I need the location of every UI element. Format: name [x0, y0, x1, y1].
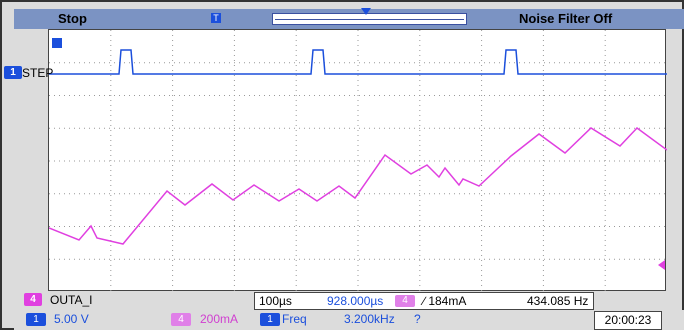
freq-value: 3.200kHz [344, 312, 395, 326]
ref-marker-icon [52, 38, 62, 48]
trigger-frequency: 434.085 Hz [527, 294, 589, 308]
trigger-position-line [275, 19, 464, 20]
acquisition-status[interactable]: Stop [58, 11, 87, 26]
trigger-position-marker-icon [361, 8, 371, 15]
ch1-indicator[interactable]: 1 [4, 66, 22, 79]
ch4-outa-waveform [49, 127, 667, 245]
freq-label: Freq [282, 312, 307, 326]
graticule-svg [49, 30, 667, 292]
ch1-step-waveform [49, 49, 667, 75]
timebase-value: 100µs [259, 294, 292, 308]
horizontal-delay: 928.000µs [327, 294, 384, 308]
ch4-scale: 200mA [200, 312, 239, 326]
frequency-measurement[interactable]: 1 Freq 3.200kHz ? [254, 310, 594, 330]
trigger-level: ∕ 184mA [423, 294, 467, 308]
clock-readout: 20:00:23 [594, 311, 662, 330]
ch1-waveform-label: STEP [22, 66, 54, 80]
ch1-scale: 5.00 V [54, 312, 89, 326]
ch4-scale-badge[interactable]: 4 [171, 313, 191, 326]
trigger-position-icon: T [211, 13, 221, 23]
ch4-waveform-label: OUTA_I [50, 293, 93, 307]
ch4-trigger-level-icon [658, 260, 665, 270]
ch4-indicator[interactable]: 4 [24, 293, 42, 306]
timebase-readout[interactable]: 100µs 928.000µs 4 ∕ 184mA 434.085 Hz [254, 292, 594, 310]
waveform-graticule [48, 29, 667, 292]
status-bar: Stop T Noise Filter Off [14, 8, 684, 29]
trigger-source-badge: 4 [395, 295, 415, 307]
freq-source-badge: 1 [260, 313, 280, 326]
ch1-scale-badge[interactable]: 1 [26, 313, 46, 326]
channel-scale-bar: 1 5.00 V 4 200mA [14, 310, 684, 330]
freq-flag: ? [414, 312, 421, 326]
trigger-position-bar[interactable] [272, 8, 467, 25]
noise-filter-status[interactable]: Noise Filter Off [519, 11, 613, 26]
